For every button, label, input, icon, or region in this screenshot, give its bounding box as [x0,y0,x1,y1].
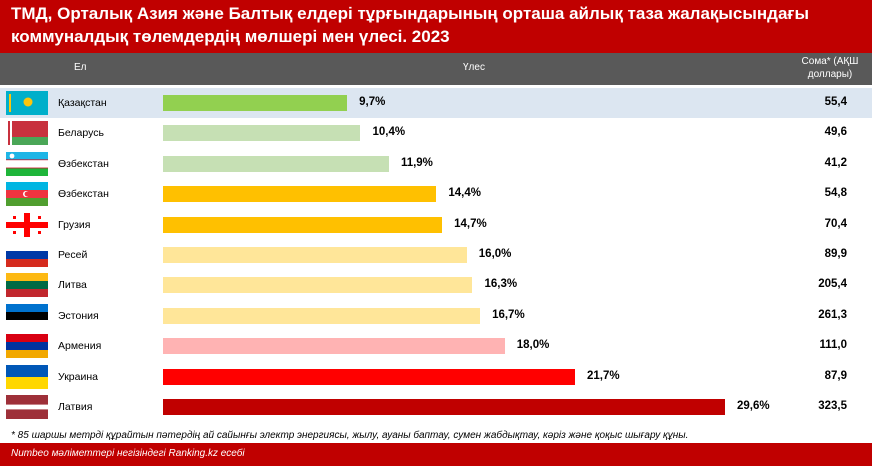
bar [163,247,467,263]
estonia-flag-icon [6,303,48,328]
bar [163,186,437,203]
chart-row: Армения 18,0% 111,0 [0,331,872,361]
data-label: 14,7% [454,217,487,230]
chart-row: Грузия 14,7% 70,4 [0,210,872,240]
chart-row: Эстония 16,7% 261,3 [0,301,872,331]
data-label: 16,3% [484,278,518,291]
bar [163,125,361,142]
bar [163,95,348,111]
belarus-flag-icon [6,121,48,146]
country-label: Грузия [58,218,91,231]
chart-row: Беларусь 10,4% 49,6 [0,118,872,148]
chart-title-line-1: ТМД, Орталық Азия және Балтық елдері тұр… [11,4,810,23]
bar [163,277,473,294]
data-label: 10,4% [372,126,406,139]
uzbekistan-flag-icon [6,151,48,176]
header-amount-line-2: доллары) [807,69,853,80]
header-amount: Сома* (АҚШ доллары) [795,55,865,81]
kazakhstan-flag-icon [6,91,48,115]
chart-row: Ресей 16,0% 89,9 [0,240,872,270]
georgia-flag-icon [6,212,48,237]
amount-label: 54,8 [824,187,847,200]
country-label: Украина [58,370,98,383]
amount-label: 49,6 [824,126,847,139]
bar [163,307,481,324]
country-label: Литва [58,279,87,292]
data-label: 16,7% [492,308,525,321]
chart-title-line-2: коммуналдық төлемдердің мөлшері мен үлес… [11,27,450,46]
chart-row: Өзбекстан 14,4% 54,8 [0,179,872,209]
amount-label: 41,2 [824,156,847,169]
bar [163,368,575,385]
table-header: Ел Үлес Сома* (АҚШ доллары) [0,53,872,85]
header-share: Үлес [463,62,485,73]
country-label: Латвия [58,401,93,413]
footnote: * 85 шаршы метрді құрайтын пәтердің ай с… [11,430,689,441]
country-label: Ресей [58,249,88,261]
country-label: Қазақстан [58,97,107,109]
header-country: Ел [74,62,87,73]
data-label: 29,6% [737,400,770,412]
header-amount-line-1: Сома* (АҚШ [801,56,859,67]
bar [163,155,389,172]
lithuania-flag-icon [6,273,48,298]
amount-label: 87,9 [824,369,847,382]
country-label: Беларусь [58,127,104,140]
russia-flag-icon [6,243,48,267]
amount-label: 70,4 [824,217,847,230]
data-label: 18,0% [516,339,550,352]
data-label: 9,7% [359,96,386,108]
bar [163,399,725,415]
bar [163,338,505,355]
amount-label: 261,3 [818,308,847,321]
source-band: Numbeo мәліметтері негізіндегі Ranking.k… [0,443,872,466]
amount-label: 55,4 [824,96,847,108]
source-text: Numbeo мәліметтері негізіндегі Ranking.k… [11,448,245,459]
amount-label: 89,9 [824,248,847,260]
country-label: Өзбекстан [58,157,109,170]
latvia-flag-icon [6,395,48,419]
data-label: 11,9% [400,156,433,169]
amount-label: 111,0 [819,339,847,352]
amount-label: 205,4 [818,278,847,291]
armenia-flag-icon [6,334,48,359]
chart-row: Қазақстан 9,7% 55,4 [0,88,872,118]
data-label: 16,0% [478,248,512,260]
country-label: Армения [58,340,102,353]
country-label: Өзбекстан [58,188,109,201]
data-label: 14,4% [448,187,481,200]
chart-row: Литва 16,3% 205,4 [0,270,872,300]
data-label: 21,7% [587,369,620,382]
chart-row: Латвия 29,6% 323,5 [0,392,872,422]
chart-row: Өзбекстан 11,9% 41,2 [0,149,872,179]
azerbaijan-flag-icon [6,182,48,207]
chart-row: Украина 21,7% 87,9 [0,362,872,392]
title-band: ТМД, Орталық Азия және Балтық елдері тұр… [0,0,872,53]
ukraine-flag-icon [6,364,48,389]
amount-label: 323,5 [818,400,847,412]
bar [163,216,443,233]
country-label: Эстония [58,309,99,322]
